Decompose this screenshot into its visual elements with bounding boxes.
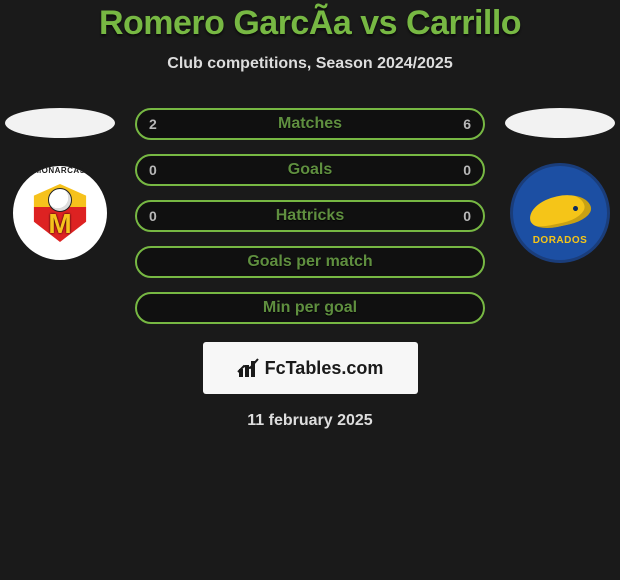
stat-row-goals: 0 Goals 0 (135, 154, 485, 186)
crest-text-monarcas: MONARCAS (13, 166, 107, 175)
bar-chart-icon (237, 357, 261, 379)
left-player-photo (5, 108, 115, 138)
left-player-block: MONARCAS (0, 108, 120, 263)
stats-area: MONARCAS 2 Matches 6 0 Goals 0 0 (0, 108, 620, 430)
stat-label: Matches (278, 115, 342, 133)
stat-row-goals-per-match: Goals per match (135, 246, 485, 278)
right-player-block (500, 108, 620, 263)
brand-badge[interactable]: FcTables.com (203, 342, 418, 394)
stat-right-value: 6 (463, 116, 471, 132)
stat-row-min-per-goal: Min per goal (135, 292, 485, 324)
stat-label: Min per goal (263, 299, 357, 317)
stat-rows: 2 Matches 6 0 Goals 0 0 Hattricks 0 Goal… (135, 108, 485, 324)
right-player-photo (505, 108, 615, 138)
brand-text: FcTables.com (265, 358, 384, 379)
page-title: Romero GarcÃa vs Carrillo (0, 4, 620, 43)
left-club-crest: MONARCAS (10, 163, 110, 263)
stat-right-value: 0 (463, 208, 471, 224)
fish-eye-icon (573, 206, 579, 212)
stat-left-value: 0 (149, 162, 157, 178)
stat-label: Goals (288, 161, 332, 179)
stat-right-value: 0 (463, 162, 471, 178)
comparison-card: Romero GarcÃa vs Carrillo Club competiti… (0, 0, 620, 580)
stat-label: Goals per match (247, 253, 372, 271)
stat-row-hattricks: 0 Hattricks 0 (135, 200, 485, 232)
right-club-crest (510, 163, 610, 263)
soccer-ball-icon (48, 188, 72, 212)
stat-left-value: 0 (149, 208, 157, 224)
subtitle: Club competitions, Season 2024/2025 (0, 55, 620, 73)
stat-label: Hattricks (276, 207, 344, 225)
date-text: 11 february 2025 (0, 412, 620, 430)
stat-row-matches: 2 Matches 6 (135, 108, 485, 140)
stat-left-value: 2 (149, 116, 157, 132)
